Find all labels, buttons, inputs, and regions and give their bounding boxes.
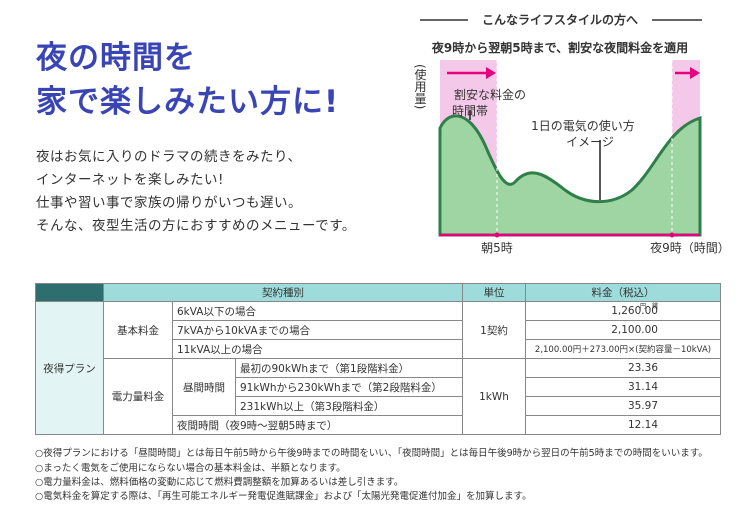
title-line: 夜の時間を <box>36 40 196 76</box>
title-line: 家で楽しみたい方に! <box>36 84 340 120</box>
plan-cell: 夜得プラン <box>35 301 104 435</box>
note: ○電気料金を算定する際は、「再生可能エネルギー発電促進賦課金」および「太陽光発電… <box>35 491 532 502</box>
note: ○夜得プランにおける「昼間時間」とは毎日午前5時から午後9時までの時間をいい、「… <box>35 448 708 459</box>
arrow-head <box>690 67 700 79</box>
price-cell: 35.97 <box>525 396 721 416</box>
price-cell: 12.14 <box>525 415 721 435</box>
price: 1,260.00 <box>611 305 658 317</box>
item-cell: 7kVAから10kVAまでの場合 <box>172 320 463 340</box>
group-cell: 基本料金 <box>103 301 173 359</box>
item-cell: 231kWh以上（第3段階料金） <box>235 396 463 416</box>
diagram-heading: こんなライフスタイルの方へ <box>482 12 638 27</box>
price-cell: 円 銭 1,260.00 <box>525 301 721 321</box>
usage-curve <box>438 114 702 237</box>
body-line: そんな、夜型生活の方におすすめのメニューです。 <box>36 218 356 234</box>
header-cell: 単位 <box>462 283 526 302</box>
usage-label: イメージ <box>566 135 614 149</box>
arrow-head <box>486 67 496 79</box>
unit-cell: 1契約 <box>462 301 526 359</box>
item-cell: 6kVA以下の場合 <box>172 301 463 321</box>
note: ○電力量料金は、燃料価格の変動に応じて燃料費調整額を加算あるいは差し引きます。 <box>35 477 404 488</box>
price-unit-note: 円 銭 <box>639 303 658 310</box>
header-cell: 契約種別 <box>103 283 463 302</box>
unit-cell: 1kWh <box>462 358 526 435</box>
corner-cell <box>35 283 104 302</box>
x-label: 夜9時（時間） <box>650 241 730 255</box>
price-cell: 23.36 <box>525 358 721 378</box>
x-label: 朝5時 <box>481 241 513 255</box>
group-cell: 電力量料金 <box>103 358 173 435</box>
note: ○まったく電気をご使用にならない場合の基本料金は、半額となります。 <box>35 463 346 474</box>
cheap-label: 割安な料金の <box>454 88 526 102</box>
period-cell: 昼間時間 <box>172 358 236 416</box>
diagram-subtitle: 夜9時から翌朝5時まで、割安な夜間料金を適用 <box>431 40 688 55</box>
price-cell: 2,100.00 <box>525 320 721 340</box>
item-cell: 夜間時間（夜9時～翌朝5時まで） <box>172 415 463 435</box>
price-cell: 31.14 <box>525 377 721 397</box>
body-line: インターネットを楽しみたい! <box>36 172 224 188</box>
axis-dot <box>669 232 675 238</box>
price-table: 契約種別 単位 料金（税込） 夜得プラン 基本料金 6kVA以下の場合 1契約 … <box>35 283 721 435</box>
axis-dot <box>494 232 500 238</box>
body-line: 夜はお気に入りのドラマの続きをみたり、 <box>36 149 302 165</box>
body-line: 仕事や習い事で家族の帰りがいつも遅い。 <box>36 195 302 211</box>
y-axis-label: (使用量) <box>413 64 427 109</box>
price-cell: 2,100.00円＋273.00円×(契約容量－10kVA) <box>525 339 721 359</box>
item-cell: 91kWhから230kWhまで（第2段階料金） <box>235 377 463 397</box>
usage-label: 1日の電気の使い方 <box>531 118 635 133</box>
cheap-label: 時間帯 <box>452 104 488 118</box>
header-cell: 料金（税込） <box>525 283 721 302</box>
item-cell: 11kVA以上の場合 <box>172 339 463 359</box>
item-cell: 最初の90kWhまで（第1段階料金） <box>235 358 463 378</box>
diagram: こんなライフスタイルの方へ 夜9時から翌朝5時まで、割安な夜間料金を適用 (使用… <box>413 12 730 255</box>
